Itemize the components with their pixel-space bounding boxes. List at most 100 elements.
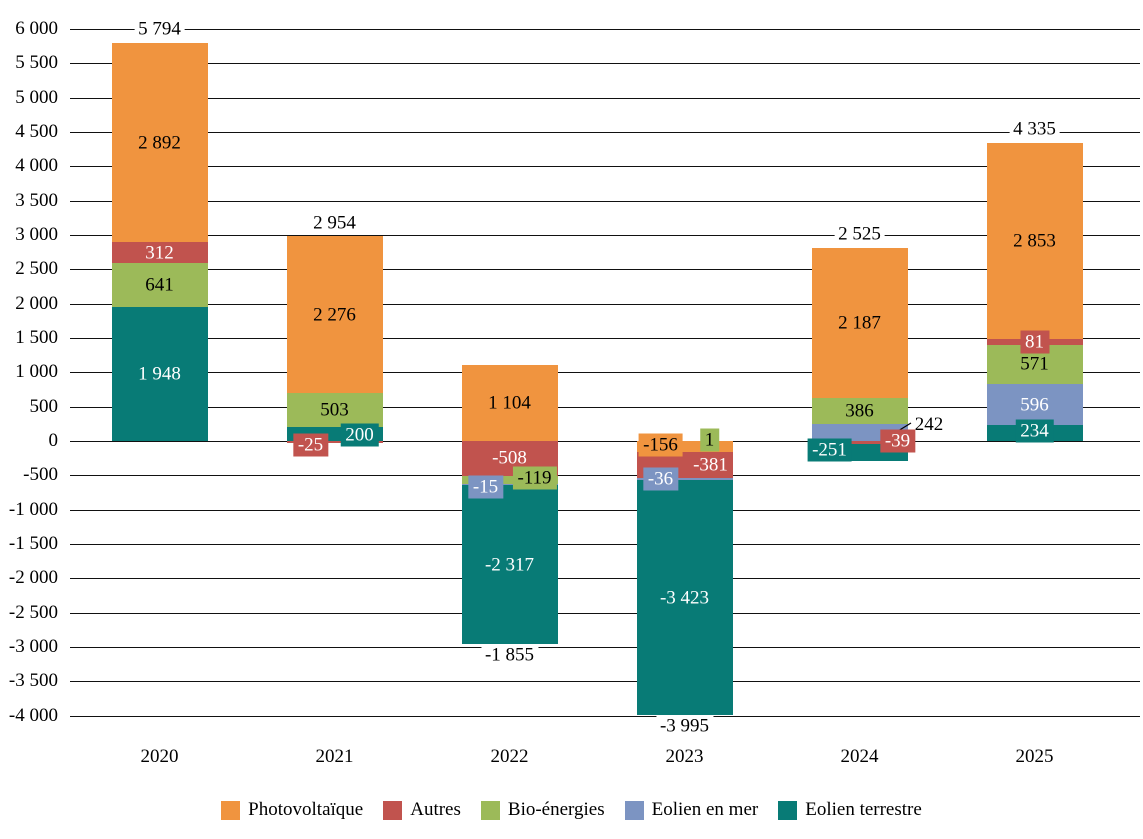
segment-label: -25 (292, 433, 329, 457)
segment-label: -2 317 (484, 554, 535, 576)
y-axis-tick-label: -3 500 (8, 670, 58, 692)
gridline (70, 715, 1140, 717)
x-axis-tick-label: 2025 (1015, 746, 1054, 767)
bar-segment (811, 397, 908, 425)
segment-label: 503 (320, 399, 349, 421)
gridline (70, 406, 1140, 408)
y-axis-tick-label: 1 000 (15, 361, 58, 383)
gridline (70, 200, 1140, 202)
gridline (70, 132, 1140, 133)
segment-label: -36 (642, 467, 679, 491)
legend-label: Bio-énergies (507, 799, 605, 820)
legend-item: Photovoltaïque (221, 799, 363, 821)
y-axis-tick-label: -500 (23, 464, 58, 486)
gridline (70, 303, 1140, 305)
y-axis-tick-label: 5 000 (15, 86, 58, 108)
total-label: 4 335 (1009, 118, 1060, 140)
segment-label: 1 948 (138, 363, 181, 385)
bar-segment (811, 247, 908, 398)
gridline (70, 612, 1140, 614)
bar-segment (111, 307, 208, 441)
legend-swatch (221, 800, 241, 820)
gridline (70, 166, 1140, 168)
segment-label: -15 (467, 475, 504, 499)
legend-label: Autres (410, 799, 461, 820)
gridline (70, 63, 1140, 65)
segment-label: 312 (145, 242, 174, 263)
y-axis-tick-label: 5 500 (15, 52, 58, 74)
segment-label: -3 423 (659, 587, 710, 609)
segment-label: 1 104 (488, 392, 531, 414)
bar-segment (111, 43, 208, 242)
gridline (70, 235, 1140, 236)
legend: Photovoltaïque Autres Bio-énergies Eolien e… (0, 799, 1143, 821)
segment-label: 2 853 (1013, 230, 1056, 252)
gridline (70, 578, 1140, 580)
bar-segment (811, 441, 908, 444)
total-label: 2 954 (309, 212, 360, 233)
y-axis-tick-label: 4 000 (15, 155, 58, 177)
total-label: 2 525 (834, 223, 885, 245)
legend-swatch (383, 800, 403, 820)
segment-label: -119 (512, 466, 557, 490)
bar-segment (461, 365, 558, 441)
gridline (70, 372, 1140, 374)
total-label: 5 794 (134, 18, 185, 40)
legend-item: Bio-énergies (480, 799, 605, 821)
gridline (70, 97, 1140, 99)
segment-label: 81 (1020, 330, 1049, 354)
segment-label: 2 276 (313, 304, 356, 326)
gridline (70, 29, 1140, 30)
leader-line (897, 422, 912, 432)
y-axis-tick-label: 0 (48, 430, 59, 451)
x-axis-tick-label: 2024 (840, 746, 879, 767)
segment-label: -39 (879, 429, 916, 453)
y-axis-tick-label: -1 000 (8, 498, 58, 520)
y-axis-tick-label: 500 (29, 395, 59, 417)
total-label: -3 995 (655, 715, 714, 737)
legend-label: Eolien terrestre (805, 799, 922, 820)
y-axis-tick-label: -1 500 (8, 533, 58, 554)
y-axis-tick-label: 3 500 (15, 189, 58, 211)
x-axis-tick-label: 2021 (315, 746, 354, 767)
legend-label: Eolien en mer (651, 799, 759, 820)
segment-label: 2 187 (838, 312, 881, 334)
segment-label: 234 (1015, 419, 1054, 443)
bar-segment (111, 241, 208, 264)
bar-segment (461, 485, 558, 645)
bar-segment (461, 484, 558, 486)
gridline (70, 647, 1140, 648)
bar-segment (986, 384, 1083, 425)
bar-segment (636, 477, 733, 481)
bar-segment (636, 441, 733, 452)
segment-callout-label: 242 (912, 414, 946, 436)
legend-swatch (778, 800, 798, 820)
y-axis-tick-label: -4 000 (8, 704, 58, 726)
segment-label: 596 (1020, 394, 1049, 415)
segment-label: 386 (845, 400, 874, 422)
legend-item: Eolien terrestre (778, 799, 922, 821)
y-axis-tick-label: 1 500 (15, 327, 58, 348)
segment-label: -156 (638, 433, 683, 457)
y-axis-tick-label: 6 000 (15, 18, 58, 39)
segment-label: 641 (145, 274, 174, 296)
x-axis-tick-label: 2020 (140, 746, 179, 767)
y-axis-tick-label: -3 000 (8, 636, 58, 657)
bar-segment (111, 263, 208, 308)
bar-segment (461, 475, 558, 485)
gridline (70, 338, 1140, 339)
segment-label: 2 892 (138, 132, 181, 153)
bar-segment (636, 480, 733, 716)
legend-item: Eolien en mer (624, 799, 759, 821)
bar-segment (286, 392, 383, 428)
total-label: -1 855 (480, 644, 539, 666)
y-axis-tick-label: -2 500 (8, 601, 58, 623)
legend-swatch (624, 800, 644, 820)
segment-label: -251 (807, 438, 852, 462)
bar-segment (986, 143, 1083, 340)
legend-item: Autres (383, 799, 461, 821)
gridline (70, 681, 1140, 683)
gridline (70, 544, 1140, 545)
y-axis-tick-label: 3 000 (15, 224, 58, 245)
